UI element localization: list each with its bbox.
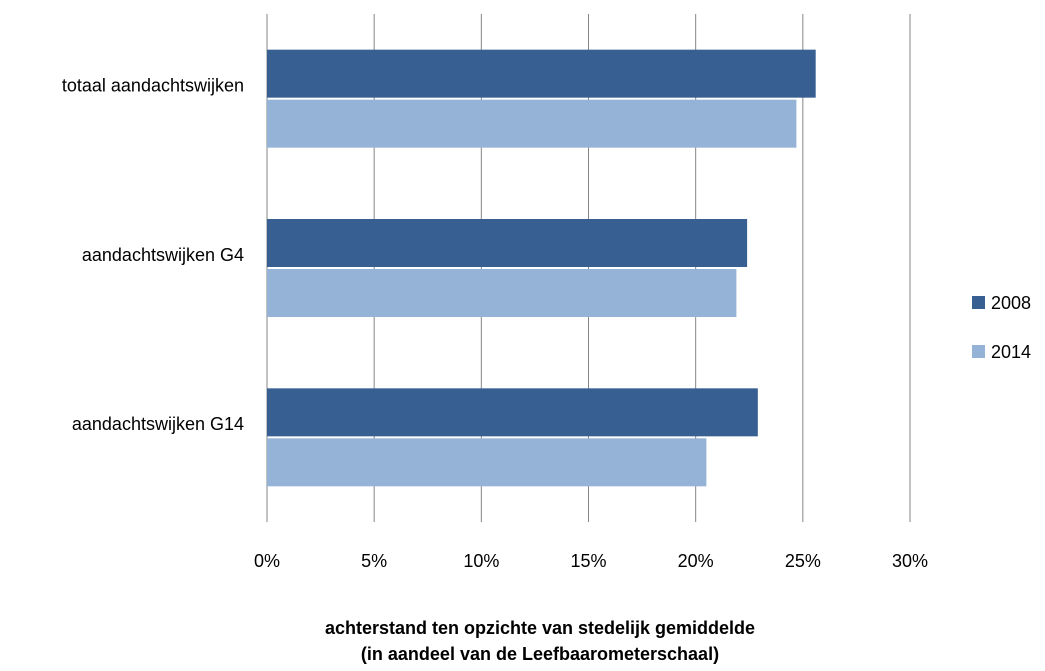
bar-2008-2 [267,388,758,437]
x-tick-label: 5% [361,551,387,571]
x-tick-label: 30% [892,551,928,571]
x-axis-label-line-2: (in aandeel van de Leefbaarometerschaal) [361,644,719,664]
legend: 2008 2014 [972,293,1031,362]
x-tick-labels: 0% 5% 10% 15% 20% 25% 30% [254,551,928,571]
x-tick-label: 10% [463,551,499,571]
x-tick-label: 15% [570,551,606,571]
bars [267,49,816,487]
legend-swatch-2014 [972,345,985,358]
x-tick-label: 25% [785,551,821,571]
category-label: aandachtswijken G4 [82,245,244,265]
bar-2014-2 [267,438,707,487]
legend-label: 2014 [991,342,1031,362]
category-label: totaal aandachtswijken [62,75,244,95]
bar-2008-1 [267,219,748,267]
legend-swatch-2008 [972,296,985,309]
bar-2014-0 [267,99,797,148]
bar-2008-0 [267,49,816,98]
category-labels: totaal aandachtswijken aandachtswijken G4… [62,75,244,434]
category-label: aandachtswijken G14 [72,414,244,434]
x-tick-label: 0% [254,551,280,571]
legend-label: 2008 [991,293,1031,313]
bar-2014-1 [267,269,737,317]
x-axis-label-line-1: achterstand ten opzichte van stedelijk g… [325,618,755,638]
x-tick-label: 20% [678,551,714,571]
gridlines [266,14,911,522]
